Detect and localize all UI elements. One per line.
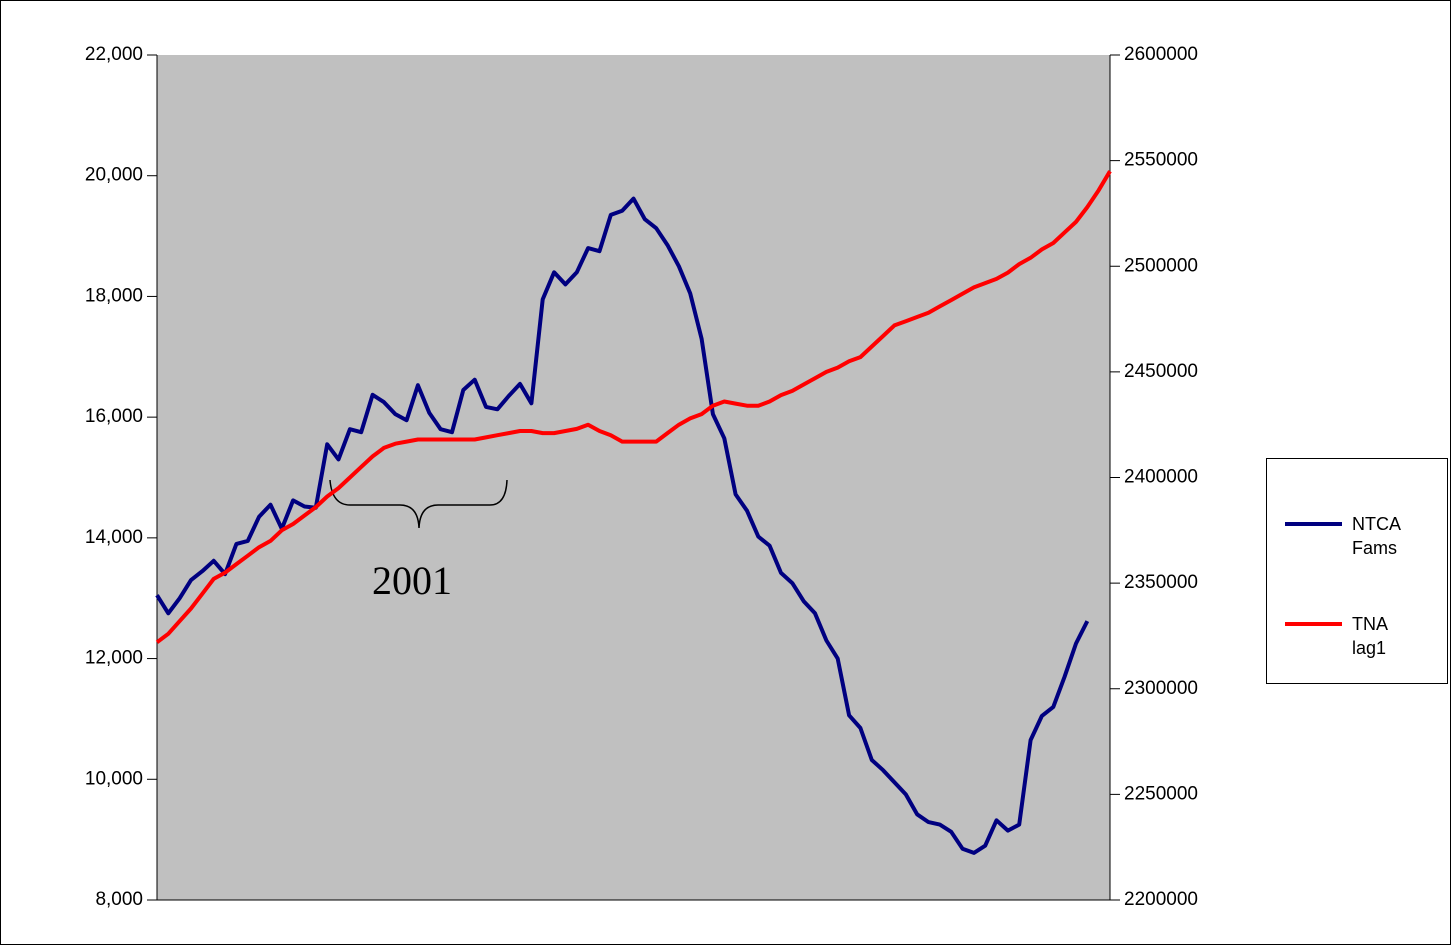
- legend-box: [1266, 458, 1448, 684]
- y-tick-label: 14,000: [85, 527, 143, 548]
- y2-tick-label: 2200000: [1124, 889, 1198, 910]
- y-tick-label: 16,000: [85, 406, 143, 427]
- y-tick-label: 8,000: [95, 889, 143, 910]
- y2-tick-label: 2600000: [1124, 44, 1198, 65]
- y-tick-label: 10,000: [85, 768, 143, 789]
- y-tick-label: 22,000: [85, 44, 143, 65]
- legend-label: TNA lag1: [1352, 614, 1388, 658]
- y2-tick-label: 2300000: [1124, 678, 1198, 699]
- series-line: [155, 196, 1090, 855]
- series-line: [155, 170, 1112, 644]
- plot-area: [157, 55, 1110, 900]
- legend-label: NTCA Fams: [1352, 514, 1401, 558]
- y2-tick-label: 2500000: [1124, 255, 1198, 276]
- y2-tick-label: 2250000: [1124, 783, 1198, 804]
- y2-tick-label: 2350000: [1124, 572, 1198, 593]
- y-tick-label: 18,000: [85, 285, 143, 306]
- brace: [329, 479, 508, 529]
- y-tick-label: 12,000: [85, 648, 143, 669]
- annotation: 2001: [372, 558, 452, 603]
- y2-tick-label: 2400000: [1124, 467, 1198, 488]
- y2-tick-label: 2550000: [1124, 150, 1198, 171]
- y-tick-label: 20,000: [85, 165, 143, 186]
- y2-tick-label: 2450000: [1124, 361, 1198, 382]
